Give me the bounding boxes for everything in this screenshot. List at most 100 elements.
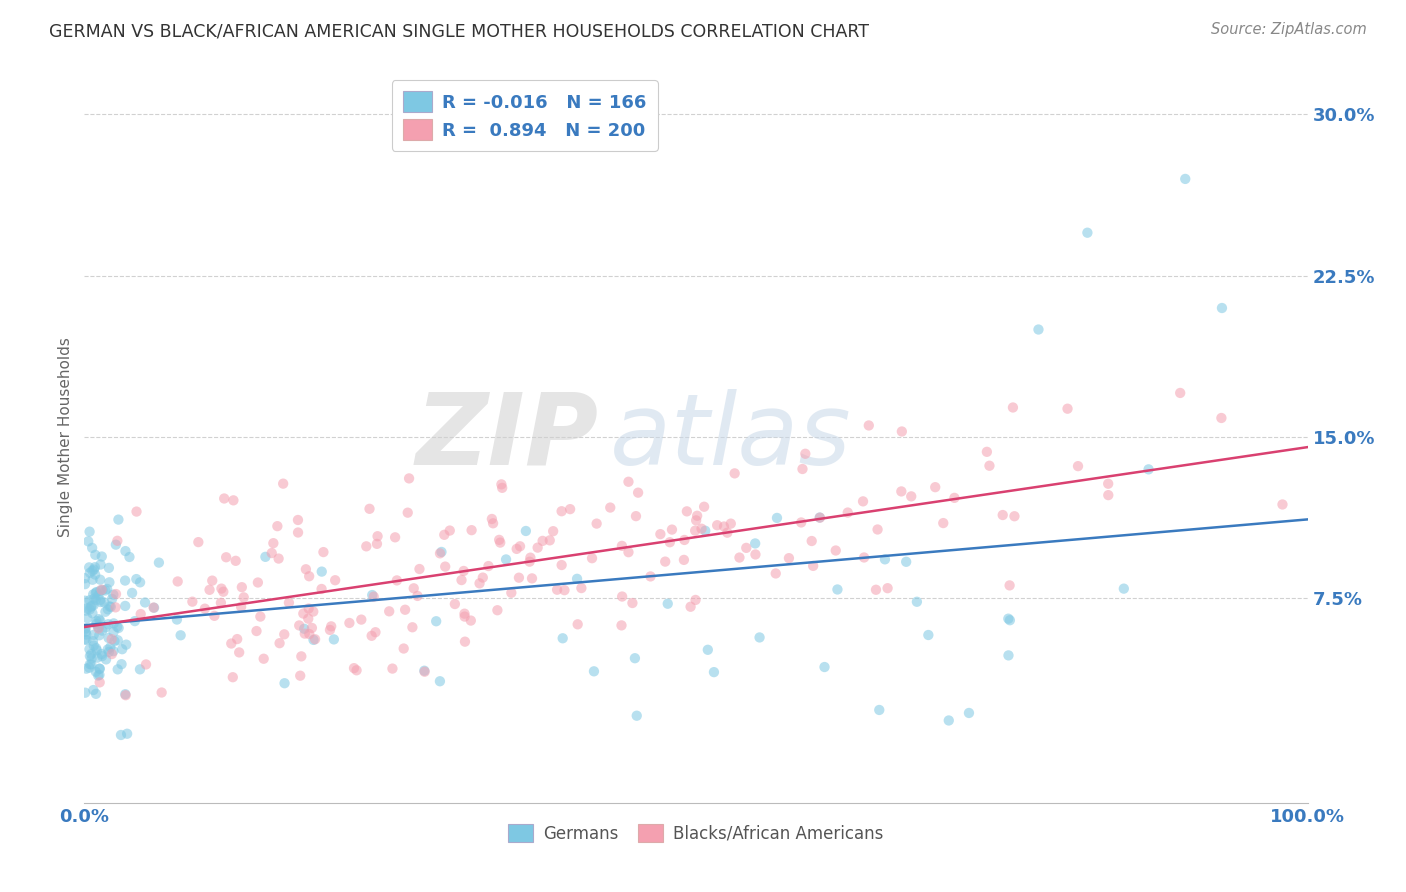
Point <box>610 618 633 632</box>
Point <box>166 613 188 627</box>
Point <box>82 607 104 621</box>
Point <box>105 533 128 548</box>
Point <box>551 632 574 646</box>
Point <box>80 647 103 661</box>
Point <box>83 599 105 613</box>
Point <box>661 523 683 537</box>
Point <box>676 504 699 518</box>
Point <box>82 564 104 578</box>
Point <box>519 555 541 569</box>
Point <box>685 513 707 527</box>
Point <box>79 642 101 657</box>
Point <box>339 615 361 630</box>
Point <box>695 524 717 538</box>
Point <box>135 657 157 672</box>
Point <box>359 501 381 516</box>
Point <box>350 613 373 627</box>
Point <box>129 607 152 621</box>
Point <box>73 577 96 591</box>
Point <box>323 573 346 587</box>
Point <box>434 559 457 574</box>
Point <box>292 622 315 636</box>
Point <box>1112 582 1135 596</box>
Point <box>716 525 738 540</box>
Point <box>98 575 121 590</box>
Point <box>89 573 111 587</box>
Point <box>1004 509 1026 524</box>
Point <box>75 686 97 700</box>
Point <box>79 602 101 616</box>
Point <box>231 580 253 594</box>
Point <box>640 569 662 583</box>
Point <box>87 588 110 602</box>
Point <box>468 576 491 591</box>
Point <box>361 588 384 602</box>
Point <box>744 548 766 562</box>
Point <box>363 590 385 604</box>
Point <box>80 657 103 672</box>
Point <box>104 538 127 552</box>
Point <box>392 641 415 656</box>
Point <box>267 551 290 566</box>
Point <box>148 556 170 570</box>
Point <box>617 475 640 489</box>
Point <box>429 546 451 560</box>
Point <box>115 727 138 741</box>
Point <box>477 559 499 574</box>
Point <box>84 687 107 701</box>
Point <box>181 595 204 609</box>
Point <box>808 510 831 524</box>
Point <box>924 480 946 494</box>
Point <box>650 527 672 541</box>
Point <box>385 574 408 588</box>
Point <box>346 663 368 677</box>
Point <box>581 551 603 566</box>
Point <box>495 552 517 566</box>
Point <box>599 500 621 515</box>
Point <box>98 599 121 614</box>
Point <box>89 628 111 642</box>
Point <box>253 651 276 665</box>
Point <box>1271 498 1294 512</box>
Point <box>868 703 890 717</box>
Point <box>546 582 568 597</box>
Point <box>87 612 110 626</box>
Point <box>550 558 572 572</box>
Point <box>101 647 124 661</box>
Point <box>150 685 173 699</box>
Point <box>114 574 136 588</box>
Point <box>246 575 269 590</box>
Point <box>381 662 404 676</box>
Point <box>491 481 513 495</box>
Point <box>169 628 191 642</box>
Point <box>288 618 311 632</box>
Point <box>75 621 97 635</box>
Point <box>471 571 494 585</box>
Point <box>83 563 105 577</box>
Point <box>453 564 475 578</box>
Point <box>82 541 104 555</box>
Point <box>211 582 233 596</box>
Point <box>505 541 527 556</box>
Point <box>792 462 814 476</box>
Point <box>166 574 188 589</box>
Point <box>801 558 824 573</box>
Point <box>80 651 103 665</box>
Point <box>212 584 235 599</box>
Point <box>624 509 647 524</box>
Point <box>97 617 120 632</box>
Point <box>84 593 107 607</box>
Point <box>550 504 572 518</box>
Point <box>541 524 564 539</box>
Point <box>813 660 835 674</box>
Point <box>571 581 593 595</box>
Point <box>298 569 321 583</box>
Point <box>430 545 453 559</box>
Point <box>114 544 136 558</box>
Point <box>453 609 475 624</box>
Point <box>657 597 679 611</box>
Point <box>266 519 288 533</box>
Point <box>76 611 98 625</box>
Point <box>107 662 129 676</box>
Point <box>610 590 633 604</box>
